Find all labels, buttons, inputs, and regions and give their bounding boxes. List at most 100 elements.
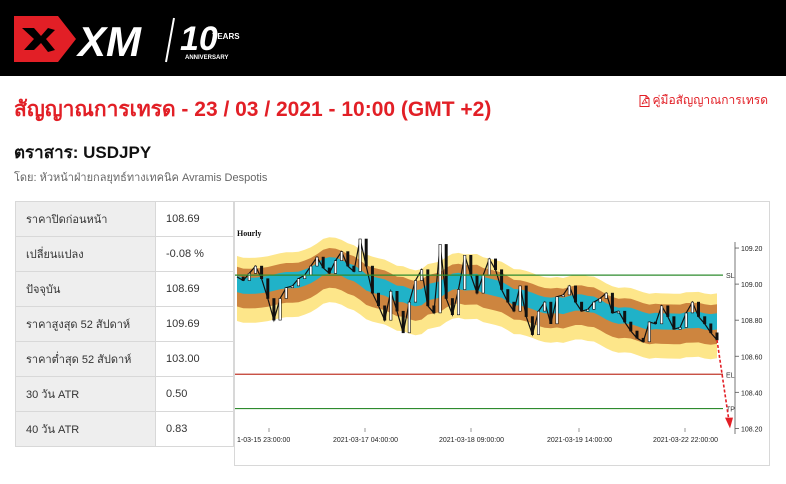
pdf-icon (639, 94, 649, 107)
stat-value: -0.08 % (155, 236, 234, 272)
candle (616, 310, 620, 314)
candle (518, 285, 522, 312)
stat-label: 30 วัน ATR (15, 376, 156, 412)
stats-row: ราคาปิดก่อนหน้า 108.69 (15, 201, 234, 237)
arrow-head (725, 417, 733, 429)
level-label: EL (726, 372, 735, 379)
stats-table: ราคาปิดก่อนหน้า 108.69 เปลี่ยนแปลง -0.08 % ป… (15, 201, 234, 447)
page-title: สัญญาณการเทรด - 23 / 03 / 2021 - 10:00 (… (14, 98, 492, 121)
candle (321, 256, 325, 269)
anniversary-number: 10 (180, 20, 218, 58)
candle (432, 305, 436, 314)
candle (598, 298, 602, 303)
signal-guide-link[interactable]: คู่มือสัญญาณการเทรด (639, 91, 769, 110)
candle (247, 273, 251, 281)
chart-svg: SL EL TP 109.20 109.00 108.80 108.60 108.40 108.… (235, 229, 763, 444)
stat-value: 109.69 (155, 306, 234, 342)
logo-text: XM (76, 18, 142, 65)
chart-title: Hourly (237, 229, 261, 238)
candle (493, 258, 497, 271)
candle (641, 337, 645, 343)
candle (278, 298, 282, 321)
candle (327, 267, 331, 274)
candle (272, 298, 276, 321)
candle (401, 310, 405, 334)
candle (334, 260, 338, 274)
stat-value: 0.50 (155, 376, 234, 412)
candle (610, 292, 614, 314)
candle (444, 244, 448, 299)
candle (512, 301, 516, 312)
candle (395, 291, 399, 312)
candle (678, 327, 682, 330)
candle (469, 254, 473, 276)
candle (253, 265, 257, 274)
stats-row: 40 วัน ATR 0.83 (15, 411, 234, 447)
x-tick-label: 2021-03-22 22:00:00 (653, 437, 718, 444)
candle (426, 269, 430, 307)
candle (346, 251, 350, 267)
stat-value: 108.69 (155, 271, 234, 307)
candle (555, 296, 559, 325)
candle (635, 330, 639, 339)
y-tick-label: 108.80 (741, 318, 763, 325)
candle (672, 316, 676, 330)
candle (561, 294, 565, 298)
candle (623, 310, 627, 323)
y-tick-label: 109.20 (741, 246, 763, 253)
candle (241, 276, 245, 281)
stats-row: เปลี่ยนแปลง -0.08 % (15, 236, 234, 272)
candle (696, 301, 700, 317)
candle (370, 265, 374, 294)
stat-value: 103.00 (155, 341, 234, 377)
price-chart: SL EL TP 109.20 109.00 108.80 108.60 108.40 108.… (234, 201, 770, 466)
candle (543, 301, 547, 312)
candle (660, 305, 664, 325)
level-label: TP (726, 407, 735, 414)
stats-row: ราคาสูงสุด 52 สัปดาห์ 109.69 (15, 306, 234, 342)
candle (358, 238, 362, 272)
candle (475, 274, 479, 294)
candle (266, 278, 270, 299)
candle (487, 258, 491, 276)
candle (703, 316, 707, 325)
candle (364, 238, 368, 267)
candle (340, 251, 344, 261)
stats-row: ราคาต่ำสุด 52 สัปดาห์ 103.00 (15, 341, 234, 377)
candle (580, 301, 584, 312)
level-label: SL (726, 273, 735, 280)
candle (629, 321, 633, 332)
stat-value: 0.83 (155, 411, 234, 447)
stat-label: ราคาปิดก่อนหน้า (15, 201, 156, 237)
anniversary-years: YEARS (212, 32, 240, 41)
site-header: XM 10 YEARS ANNIVERSARY (0, 0, 786, 76)
candle (567, 285, 571, 296)
xm-logo[interactable]: XM 10 YEARS ANNIVERSARY (14, 12, 244, 66)
candle (715, 332, 719, 341)
candle (284, 287, 288, 299)
x-tick-label: 2021-03-17 04:00:00 (333, 437, 398, 444)
stat-label: 40 วัน ATR (15, 411, 156, 447)
candle (573, 285, 577, 303)
candle (666, 305, 670, 317)
y-tick-label: 108.20 (741, 426, 763, 433)
candle (647, 321, 651, 343)
candle (457, 289, 461, 316)
candle (352, 265, 356, 272)
candle (709, 323, 713, 334)
candle (481, 274, 485, 294)
candle (604, 292, 608, 299)
candle (684, 312, 688, 328)
candle (549, 301, 553, 324)
candle (690, 301, 694, 314)
candle (586, 309, 590, 312)
candle (463, 254, 467, 290)
candle (438, 244, 442, 314)
x-tick-label: 2021-03-19 14:00:00 (547, 437, 612, 444)
y-tick-label: 108.60 (741, 354, 763, 361)
signal-guide-label[interactable]: คู่มือสัญญาณการเทรด (652, 93, 769, 107)
candle (592, 301, 596, 310)
y-tick-label: 108.40 (741, 390, 763, 397)
candle (653, 321, 657, 325)
candle (377, 292, 381, 306)
